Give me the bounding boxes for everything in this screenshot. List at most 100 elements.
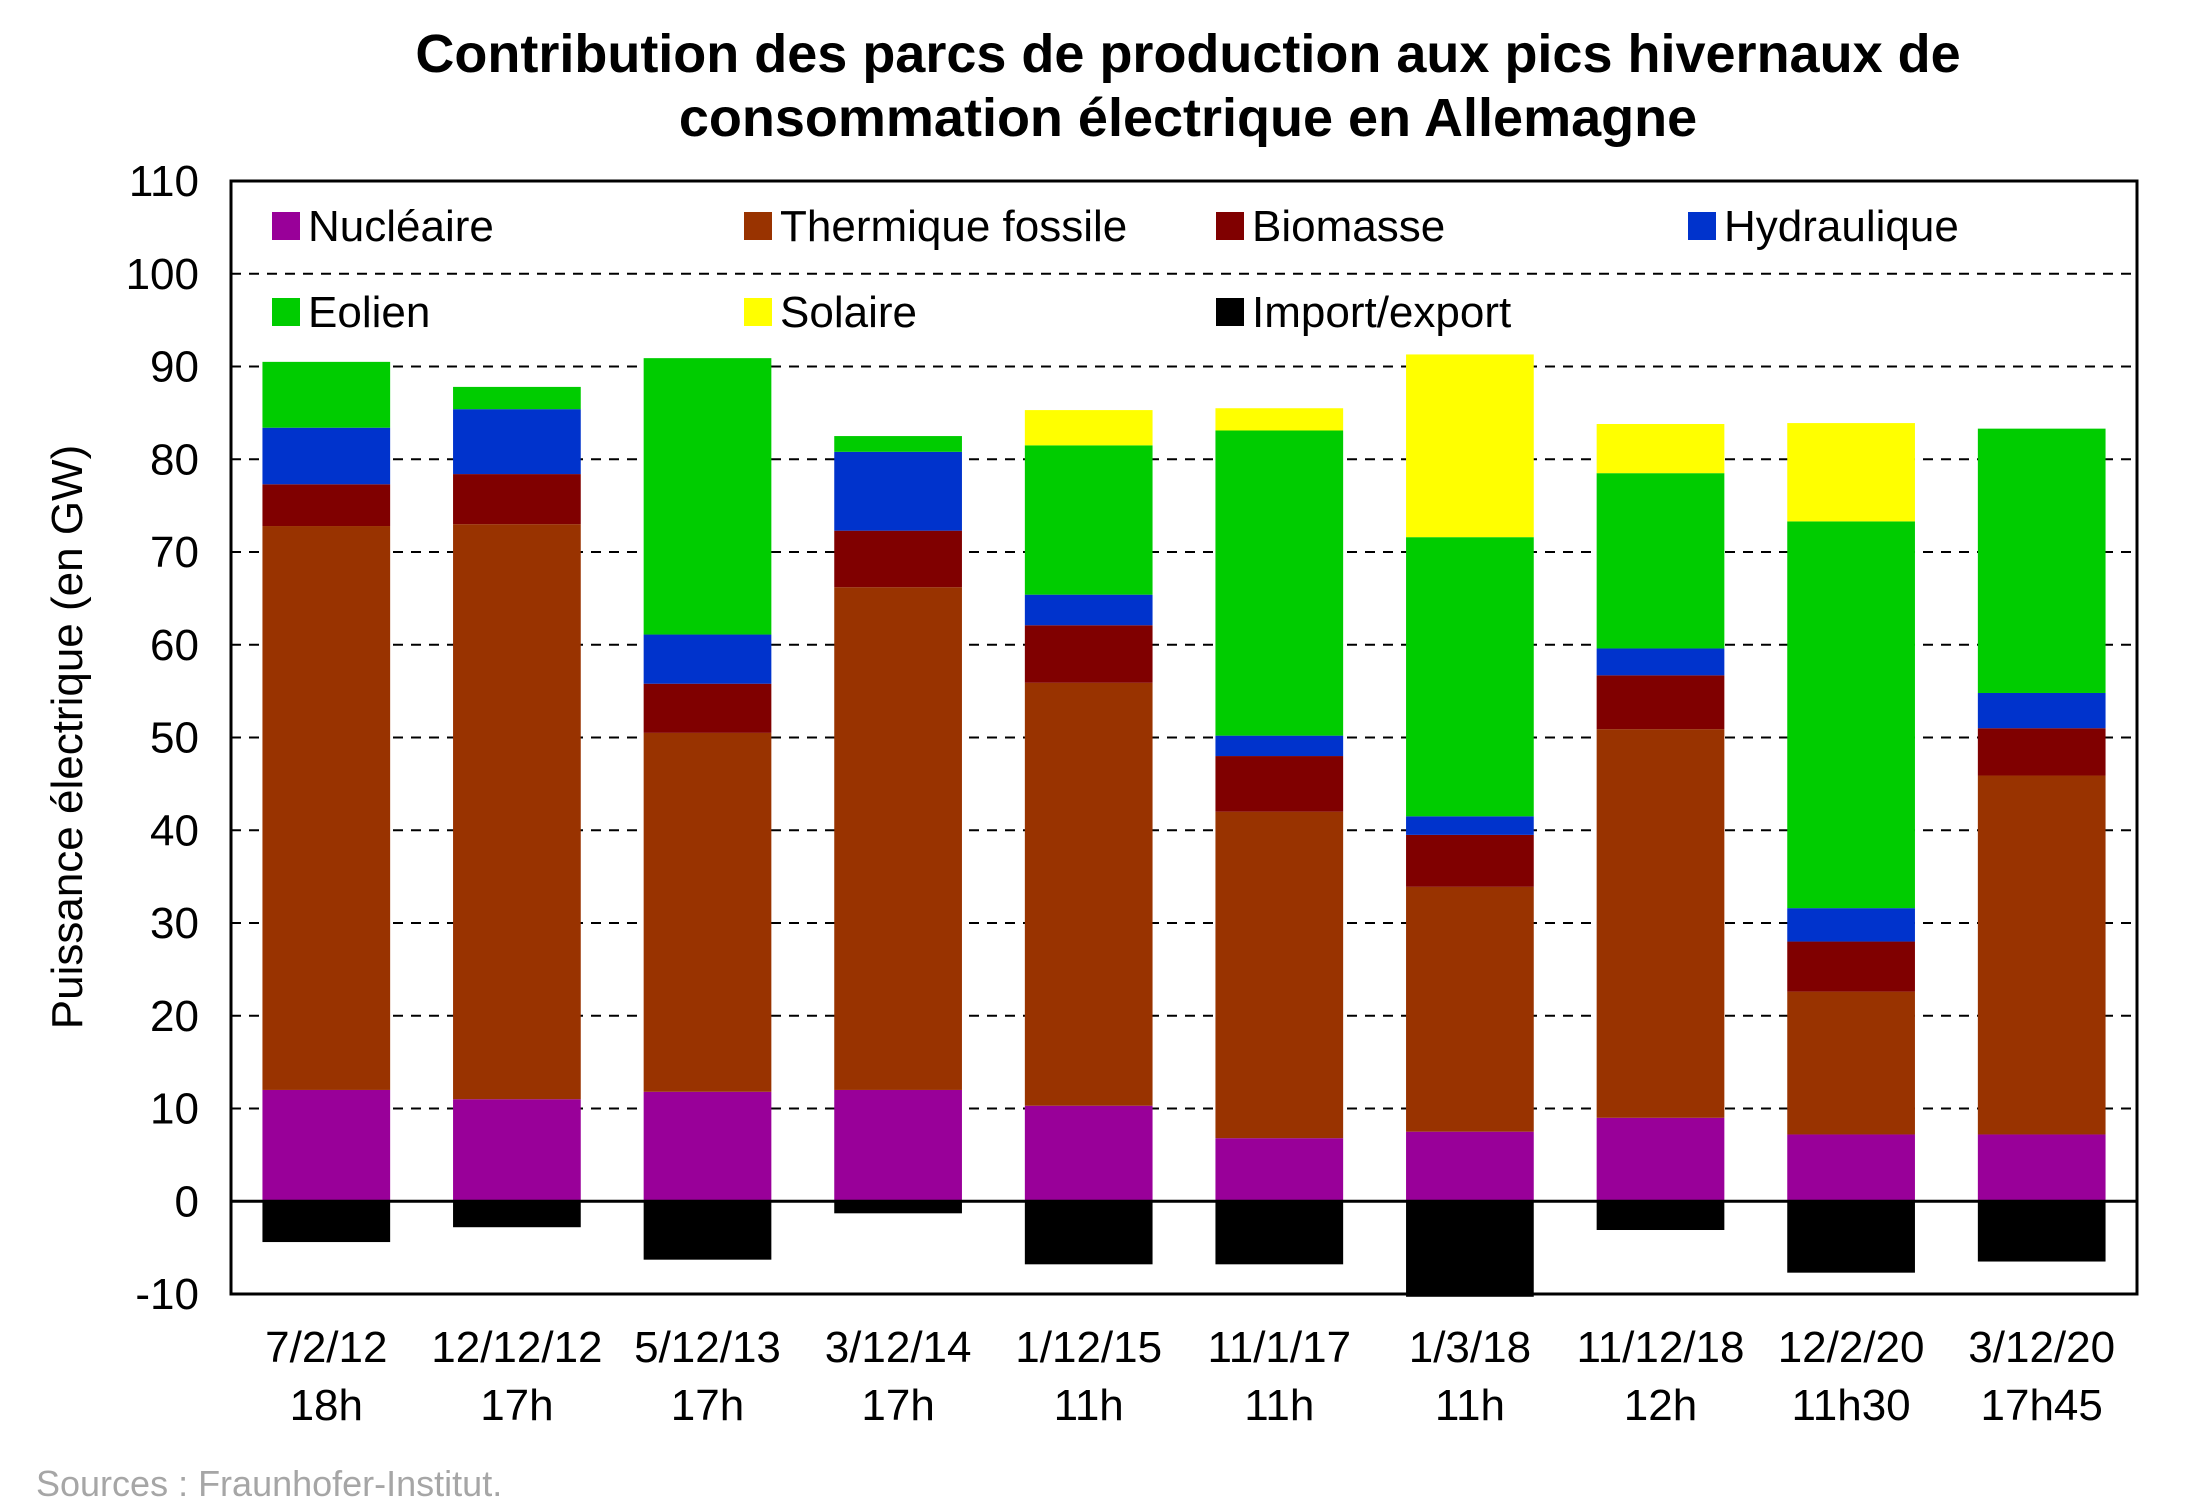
x-tick-label: 3/12/14 [825, 1323, 972, 1372]
legend-item: Solaire [744, 288, 917, 337]
legend-item: Import/export [1216, 288, 1511, 337]
bar-segment [1215, 756, 1344, 812]
bar-segment [1977, 728, 2106, 776]
plot-frame [229, 179, 2139, 1296]
bar-segment [834, 451, 962, 531]
bar-segment [1024, 410, 1153, 446]
bar-segment [643, 683, 772, 733]
bar-segment [834, 1089, 962, 1202]
y-tick-label: 50 [150, 714, 199, 763]
x-tick-label: 17h45 [1981, 1381, 2103, 1430]
bar-segment [1596, 648, 1725, 676]
bar-segment [1024, 445, 1153, 595]
x-tick-label: 5/12/13 [634, 1323, 781, 1372]
bar-segment [1787, 521, 1915, 909]
bar-segment [834, 1201, 962, 1214]
bar-segment [1406, 537, 1534, 817]
y-tick-label: 60 [150, 621, 199, 670]
bar-segment [1215, 408, 1344, 431]
bar-segment [1215, 1138, 1344, 1202]
bar-segment [1596, 729, 1725, 1118]
x-tick-label: 1/12/15 [1015, 1323, 1162, 1372]
legend-label: Solaire [780, 288, 917, 337]
bar-segment [262, 526, 391, 1090]
y-tick-label: 70 [150, 528, 199, 577]
x-axis-ticks: 7/2/12 18h 12/12/12 17h 5/12/13 17h 3/12/14 17h… [265, 1323, 2115, 1430]
y-axis-label: Puissance électrique (en GW) [43, 445, 92, 1029]
bar-segment [1024, 625, 1153, 683]
bar-segment [1024, 594, 1153, 626]
legend-swatch [744, 298, 772, 326]
y-tick-label: 10 [150, 1085, 199, 1134]
bar-segment [1406, 834, 1534, 887]
x-tick-label: 11h [1435, 1381, 1505, 1430]
x-tick-label: 12/2/20 [1778, 1323, 1925, 1372]
y-tick-label: 100 [126, 250, 199, 299]
x-tick-label: 11/12/18 [1576, 1323, 1744, 1372]
bar-segment [1787, 908, 1915, 942]
x-tick-label: 11h30 [1792, 1381, 1911, 1430]
bar-segment [1596, 473, 1725, 649]
bar-segment [1787, 941, 1915, 992]
x-tick-label: 17h [671, 1381, 744, 1430]
bar-segment [453, 409, 581, 475]
bar-segment [643, 1091, 772, 1202]
bar-segment [1977, 775, 2106, 1135]
legend-label: Eolien [308, 288, 430, 337]
legend-swatch [1216, 212, 1244, 240]
bar-segment [1596, 1201, 1725, 1231]
y-tick-label: 30 [150, 899, 199, 948]
legend-swatch [272, 212, 300, 240]
bar-segment [834, 436, 962, 452]
legend-label: Nucléaire [308, 202, 494, 251]
bar-segment [453, 1201, 581, 1228]
bar-segment [643, 732, 772, 1092]
legend-swatch [744, 212, 772, 240]
bar-segment [1406, 1131, 1534, 1202]
bar-segment [1977, 692, 2106, 729]
x-tick-label: 11/1/17 [1208, 1323, 1352, 1372]
x-tick-label: 11h [1054, 1381, 1124, 1430]
bar-segment [1596, 1117, 1725, 1202]
x-tick-label: 18h [290, 1381, 363, 1430]
bar-segment [1024, 1201, 1153, 1265]
bar-segment [834, 530, 962, 588]
legend-item: Nucléaire [272, 202, 494, 251]
y-tick-label: 0 [175, 1177, 199, 1226]
bar-segment [1977, 1201, 2106, 1262]
x-tick-label: 12/12/12 [431, 1323, 602, 1372]
chart-title-line-2: consommation électrique en Allemagne [679, 88, 1697, 148]
legend-swatch [272, 298, 300, 326]
bar-segment [1596, 675, 1725, 730]
x-tick-label: 12h [1624, 1381, 1697, 1430]
y-tick-label: -10 [135, 1270, 199, 1319]
x-tick-label: 1/3/18 [1409, 1323, 1531, 1372]
y-axis-ticks: -10 0 10 20 30 40 50 60 70 80 90 100 110 [126, 157, 199, 1319]
bar-segment [1787, 423, 1915, 522]
legend-label: Biomasse [1252, 202, 1445, 251]
bar-segment [643, 358, 772, 635]
bar-segment [1024, 1105, 1153, 1202]
source-note: Sources : Fraunhofer-Institut. [36, 1463, 502, 1501]
bar-segment [1024, 682, 1153, 1106]
chart-title-line-1: Contribution des parcs de production aux… [415, 24, 1960, 84]
legend-label: Thermique fossile [780, 202, 1127, 251]
bar-segment [1977, 428, 2106, 693]
x-tick-label: 7/2/12 [265, 1323, 387, 1372]
x-tick-label: 11h [1244, 1381, 1314, 1430]
legend-swatch [1216, 298, 1244, 326]
bar-segment [1787, 1201, 1915, 1273]
bar-segment [1406, 816, 1534, 835]
bar-segment [453, 524, 581, 1100]
x-tick-label: 3/12/20 [1968, 1323, 2115, 1372]
bar-segment [1406, 354, 1534, 538]
bar-segment [262, 427, 391, 485]
bar-segment [262, 484, 391, 527]
bar-segment [1406, 1201, 1534, 1297]
bar-segment [643, 1201, 772, 1260]
bar-segment [1215, 735, 1344, 757]
x-tick-label: 17h [861, 1381, 934, 1430]
bar-segment [262, 1089, 391, 1202]
bar-segment [1215, 430, 1344, 736]
